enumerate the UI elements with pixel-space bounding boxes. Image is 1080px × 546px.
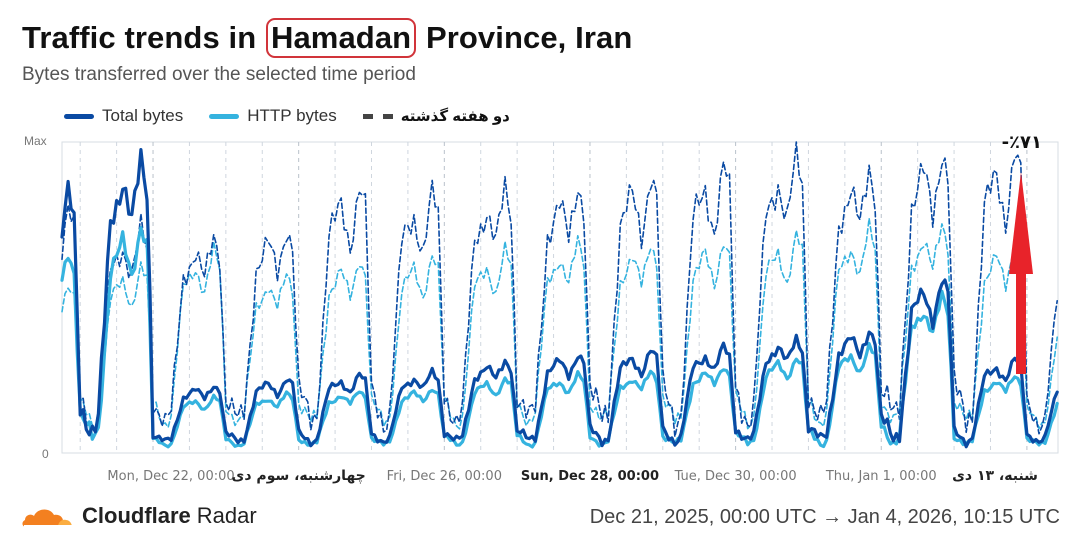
legend-label-total: Total bytes xyxy=(102,106,184,125)
product-name: Radar xyxy=(196,503,257,528)
brand-name: Cloudflare xyxy=(82,503,191,528)
legend-swatch-previous xyxy=(362,113,393,119)
legend-label-previous: دو هفته گذشته xyxy=(400,108,510,125)
legend-previous[interactable]: دو هفته گذشته xyxy=(362,107,510,125)
time-range: Dec 21, 2025, 00:00 UTC → Jan 4, 2026, 1… xyxy=(589,506,1060,528)
y-axis-zero-label: 0 xyxy=(42,447,49,461)
title-suffix: Province, Iran xyxy=(425,20,633,55)
chart-grid xyxy=(61,141,1059,454)
chart-legend: Total bytes HTTP bytes دو هفته گذشته xyxy=(64,106,536,126)
series-total-two-weeks-ago xyxy=(61,141,1058,438)
title-prefix: Traffic trends in xyxy=(22,20,257,55)
page-title: Traffic trends in Hamadan Province, Iran xyxy=(22,18,632,58)
legend-http-bytes[interactable]: HTTP bytes xyxy=(209,106,337,126)
change-annotation: -٪۷۱ xyxy=(1002,132,1042,153)
x-tick-label: Fri, Dec 26, 00:00 xyxy=(387,469,502,484)
x-tick-label: Sun, Dec 28, 00:00 xyxy=(521,469,659,484)
x-tick-label: Thu, Jan 1, 00:00 xyxy=(825,469,937,484)
chart-series xyxy=(60,141,1059,449)
series-http-two-weeks-ago xyxy=(61,217,1058,430)
series-http-bytes xyxy=(60,226,1059,449)
page-subtitle: Bytes transferred over the selected time… xyxy=(22,64,416,85)
legend-label-http: HTTP bytes xyxy=(247,106,337,125)
series-total-bytes xyxy=(60,148,1059,449)
arrow-shaft xyxy=(1016,268,1026,374)
legend-swatch-total xyxy=(64,113,94,119)
x-tick-label: Mon, Dec 22, 00:00 xyxy=(107,469,234,484)
title-highlight: Hamadan xyxy=(265,18,417,58)
cloudflare-radar-logo[interactable]: Cloudflare Radar xyxy=(20,503,257,529)
x-tick-label: Tue, Dec 30, 00:00 xyxy=(674,469,797,484)
y-axis-max-label: Max xyxy=(24,134,47,148)
x-tick-label: چهارشنبه، سوم دی xyxy=(232,468,366,484)
legend-total-bytes[interactable]: Total bytes xyxy=(64,106,183,126)
chart-annotations: -٪۷۱ xyxy=(1002,132,1042,374)
arrow-head-icon xyxy=(1009,172,1033,274)
cloudflare-cloud-icon xyxy=(22,509,72,528)
x-tick-label: شنبه، ۱۳ دی xyxy=(952,468,1038,484)
legend-swatch-http xyxy=(209,113,240,119)
plot-frame xyxy=(61,141,1059,454)
